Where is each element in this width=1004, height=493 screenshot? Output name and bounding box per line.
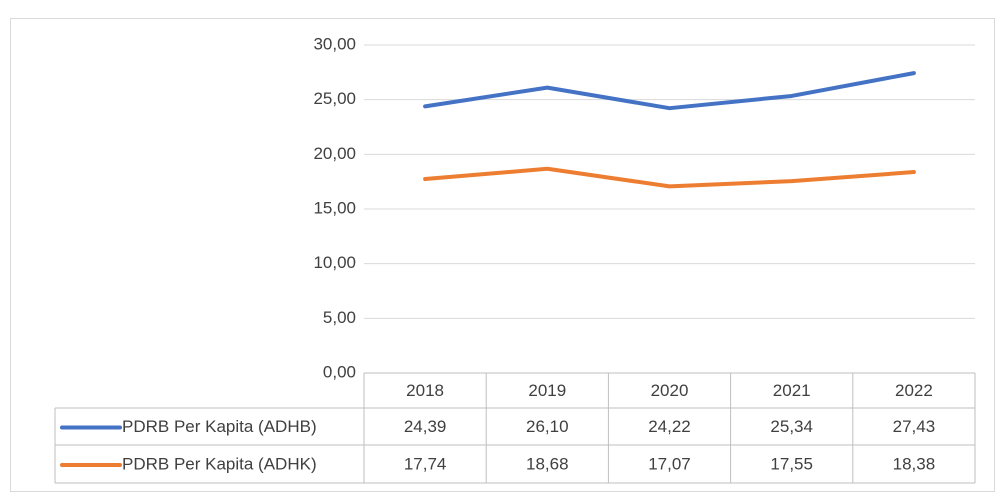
table-value: 25,34 bbox=[770, 417, 813, 436]
legend-label: PDRB Per Kapita (ADHB) bbox=[122, 417, 317, 436]
y-tick-label: 10,00 bbox=[313, 253, 356, 272]
x-tick-label: 2019 bbox=[528, 381, 566, 400]
series-line bbox=[423, 71, 916, 111]
y-tick-label: 20,00 bbox=[313, 144, 356, 163]
x-tick-label: 2018 bbox=[406, 381, 444, 400]
y-tick-label: 5,00 bbox=[323, 308, 356, 327]
table-value: 17,74 bbox=[404, 454, 447, 473]
y-tick-label: 0,00 bbox=[323, 362, 356, 381]
table-value: 17,55 bbox=[770, 454, 813, 473]
table-value: 27,43 bbox=[893, 417, 936, 436]
legend-label: PDRB Per Kapita (ADHK) bbox=[122, 454, 317, 473]
y-tick-label: 25,00 bbox=[313, 89, 356, 108]
y-tick-label: 15,00 bbox=[313, 198, 356, 217]
table-value: 17,07 bbox=[648, 454, 691, 473]
table-value: 18,38 bbox=[893, 454, 936, 473]
chart-border bbox=[10, 18, 995, 492]
x-tick-label: 2020 bbox=[651, 381, 689, 400]
x-tick-label: 2022 bbox=[895, 381, 933, 400]
table-value: 24,39 bbox=[404, 417, 447, 436]
table-value: 26,10 bbox=[526, 417, 569, 436]
x-tick-label: 2021 bbox=[773, 381, 811, 400]
table-value: 18,68 bbox=[526, 454, 569, 473]
series-line bbox=[423, 166, 916, 189]
table-value: 24,22 bbox=[648, 417, 691, 436]
y-tick-label: 30,00 bbox=[313, 34, 356, 53]
